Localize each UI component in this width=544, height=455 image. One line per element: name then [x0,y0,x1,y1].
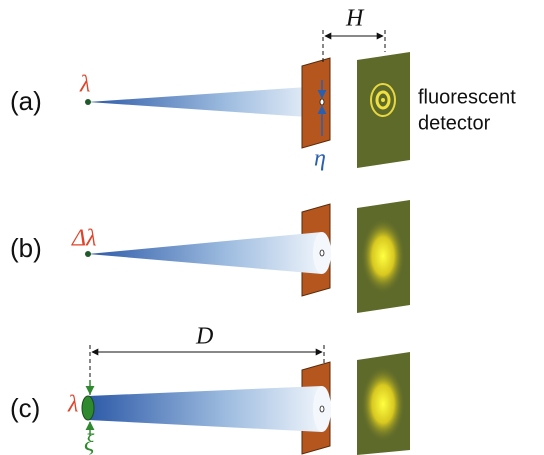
detector [357,52,410,168]
source [85,251,91,257]
h-label: H [345,6,365,32]
beam [88,386,322,432]
d-label: D [195,324,213,350]
source-label: Δλ [71,226,96,252]
source [82,396,94,420]
beam [88,232,322,274]
pinhole [320,250,324,256]
xi-label: ξ [84,431,95,455]
eta-label: η [314,146,326,172]
detector-label: detector [418,112,491,134]
glow [361,366,405,442]
source [85,99,91,105]
detector-label: fluorescent [418,86,516,108]
panel-label: (c) [10,393,40,423]
source-label: λ [67,392,78,418]
panel-label: (a) [10,86,42,116]
pinhole [320,99,324,105]
panel-label: (b) [10,233,42,263]
diagram: (a) λ fluorescent detector H η (b) Δλ (c… [0,0,544,455]
ring [381,98,385,102]
glow [361,218,405,294]
panel-b: (b) Δλ [10,200,410,313]
slit-plate [302,58,330,148]
pinhole [320,406,324,412]
beam [88,86,322,118]
source-label: λ [79,72,90,98]
panel-c: (c) λ D ξ [10,324,410,455]
panel-a: (a) λ fluorescent detector H η [10,6,516,172]
